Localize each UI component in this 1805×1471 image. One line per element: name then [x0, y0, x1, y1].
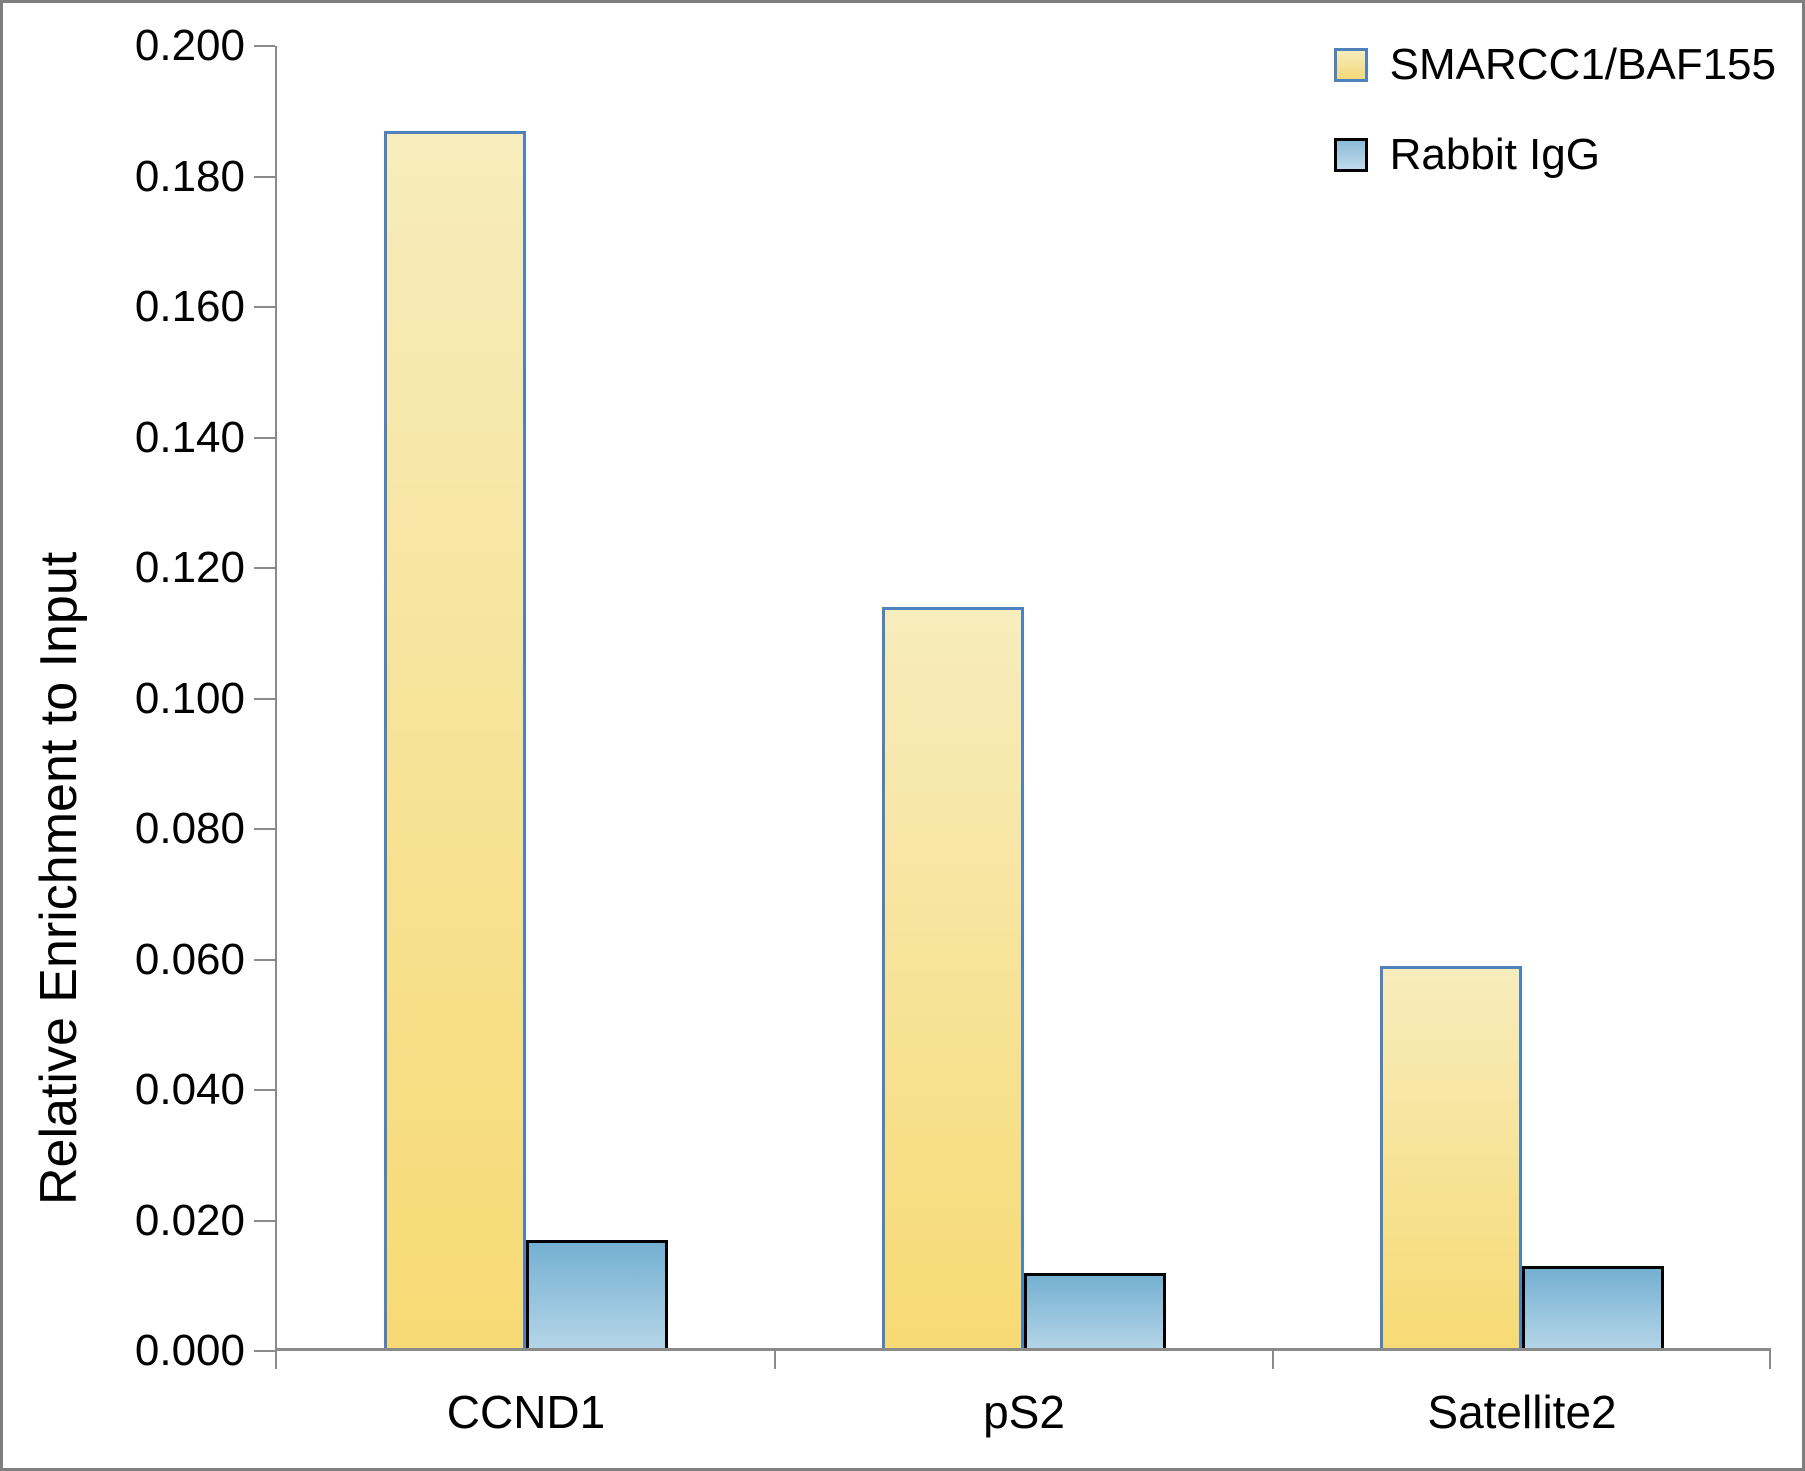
- legend-swatch-rabbit-igg: [1333, 138, 1368, 172]
- bar-smarcc1-baf155-satellite2: [1380, 966, 1522, 1351]
- legend-label-smarcc1: SMARCC1/BAF155: [1389, 40, 1776, 89]
- plot-area: 0.000 0.020 0.040 0.060 0.080 0.100 0.120 0.140…: [135, 24, 1771, 1437]
- y-axis-tick-label: 0.020: [134, 1195, 245, 1245]
- y-axis-tick: [254, 958, 275, 961]
- x-axis-line: [275, 1348, 1771, 1351]
- y-axis-title: Relative Enrichment to Input: [30, 551, 88, 1205]
- y-axis-tick: [254, 567, 275, 569]
- y-axis-tick: [254, 306, 275, 308]
- y-axis-tick: [254, 828, 275, 830]
- x-axis-category-label: pS2: [983, 1386, 1065, 1438]
- x-axis-category-label: CCND1: [446, 1386, 606, 1438]
- legend-label-rabbit-igg: Rabbit IgG: [1389, 130, 1600, 179]
- y-axis-tick-label: 0.000: [134, 1326, 245, 1375]
- bar-rabbit-igg-satellite2: [1522, 1266, 1664, 1351]
- y-axis-tick: [254, 1089, 275, 1091]
- x-axis-separator-tick: [774, 1351, 776, 1369]
- y-axis-tick-label: 0.100: [134, 673, 245, 723]
- bar-rabbit-igg-ps2: [1024, 1273, 1166, 1351]
- y-axis-tick-label: 0.160: [134, 282, 245, 331]
- y-axis-line: [275, 46, 277, 1369]
- bar-smarcc1-baf155-ps2: [882, 607, 1024, 1351]
- y-axis-tick-label: 0.040: [134, 1065, 245, 1114]
- bar-smarcc1-baf155-ccnd1: [384, 131, 526, 1351]
- y-axis-tick-label: 0.120: [134, 543, 245, 592]
- y-axis-tick: [254, 175, 275, 178]
- x-axis-end-tick: [1769, 1351, 1771, 1369]
- legend: SMARCC1/BAF155 Rabbit IgG: [1333, 40, 1776, 179]
- y-axis-tick-label: 0.080: [134, 804, 245, 853]
- legend-item-smarcc1: SMARCC1/BAF155: [1333, 40, 1776, 89]
- bar-rabbit-igg-ccnd1: [526, 1240, 668, 1351]
- y-axis-tick: [254, 436, 275, 439]
- x-axis-category-label: Satellite2: [1427, 1386, 1617, 1438]
- y-axis-tick: [254, 1219, 275, 1222]
- y-axis-tick-label: 0.180: [134, 151, 245, 201]
- y-axis-tick-label: 0.140: [134, 412, 245, 462]
- y-axis-tick: [254, 45, 275, 47]
- legend-item-rabbit-igg: Rabbit IgG: [1333, 130, 1600, 179]
- y-axis-tick: [254, 697, 275, 700]
- y-axis-tick-label: 0.200: [134, 21, 245, 70]
- y-axis-tick-label: 0.060: [134, 934, 245, 984]
- legend-swatch-smarcc1: [1333, 48, 1368, 82]
- y-axis-tick: [254, 1350, 275, 1352]
- x-axis-separator-tick: [1272, 1351, 1274, 1369]
